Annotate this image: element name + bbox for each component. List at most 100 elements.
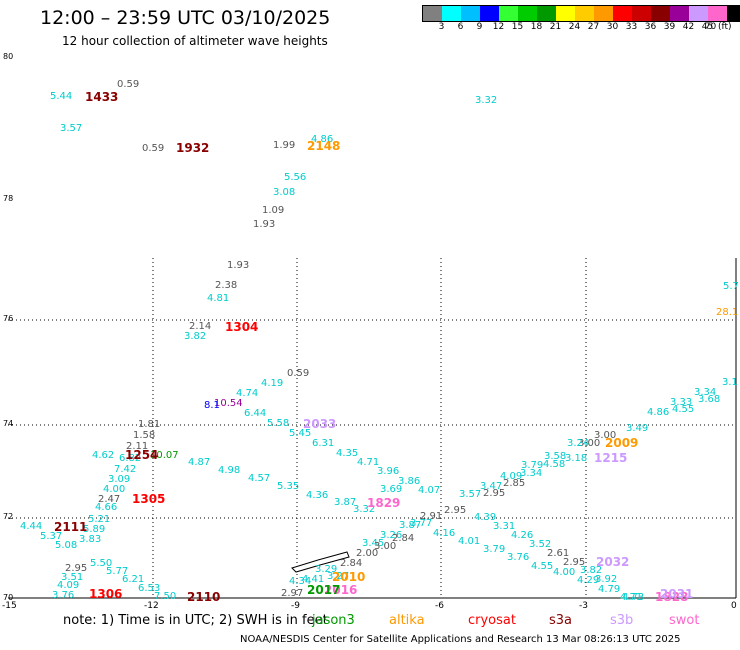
wave-height-label: 0.59 [287,368,310,379]
wave-height-label: 2.47 [98,494,121,505]
wave-height-label: 5.35 [277,481,300,492]
wave-height-label: 1.93 [227,260,250,271]
wave-height-label: 5.89 [83,524,106,535]
pass-time-label: 1304 [225,320,259,334]
wave-height-label: 6.44 [244,408,267,419]
wave-height-label: 10.54 [214,398,243,409]
wave-height-label: 2.95 [65,563,88,574]
wave-height-label: 1.99 [273,140,296,151]
swatch-10 [613,6,632,21]
swatch-13 [670,6,689,21]
pass-time-label: 1305 [132,492,166,506]
lat-label: 80 [3,52,14,61]
scale-label: 30 [606,22,619,32]
wave-height-label: 4.86 [311,134,334,145]
wave-height-label: 3.92 [595,574,618,585]
wave-height-label: 4.71 [620,592,643,603]
subtitle: 12 hour collection of altimeter wave hei… [62,34,328,48]
wave-height-label: 6.21 [122,574,145,585]
wave-height-label: 3.79 [483,544,506,555]
lon-label: -9 [291,601,300,611]
wave-height-label: 3.87 [334,497,357,508]
wave-height-label: 3.96 [377,466,400,477]
wave-height-label: 5.77 [106,566,129,577]
wave-height-label: 4.79 [598,584,621,595]
wave-height-label: 1.58 [133,430,156,441]
pass-time-label: 1215 [594,451,628,465]
wave-height-label: 3.82 [184,331,207,342]
wave-height-label: 5.08 [55,540,78,551]
wave-height-label: 3.34 [694,387,717,398]
legend-jason3: jason3 [312,613,355,628]
wave-height-label: 3.32 [353,504,376,515]
wave-height-label: 3.52 [529,539,552,550]
wave-height-label: 4.66 [95,502,118,513]
swatch-16 [727,6,740,21]
scale-label: 6 [457,22,464,32]
swatch-0 [423,6,442,21]
wave-height-label: 4.98 [218,465,241,476]
lon-label: -6 [435,601,444,611]
pass-time-label: 2017 [307,583,341,597]
swatch-11 [632,6,651,21]
footnote: note: 1) Time is in UTC; 2) SWH is in fe… [63,613,328,628]
wave-height-label: 3.83 [79,534,102,545]
lon-label: -15 [2,601,17,611]
lon-label: -12 [144,601,159,611]
wave-height-label: 4.58 [543,459,566,470]
wave-height-label: 8.1 [204,400,220,411]
pass-time-label: 1433 [85,90,119,104]
pass-time-label: 1932 [176,141,210,155]
wave-height-label: 2.11 [126,441,149,452]
wave-height-label: 3.1 [722,377,738,388]
swatch-8 [575,6,594,21]
wave-height-label: 4.36 [306,490,329,501]
wave-height-label: 4.16 [433,528,456,539]
wave-height-label: 6.31 [312,438,335,449]
scale-label: 36 [644,22,657,32]
wave-height-label: 4.55 [531,561,554,572]
lat-label: 76 [3,314,14,323]
wave-height-label: 3.00 [594,430,617,441]
wave-height-label: 2.38 [215,280,238,291]
legend-swot: swot [669,613,700,628]
page-title: 12:00 – 23:59 UTC 03/10/2025 [40,7,331,29]
swatch-7 [556,6,575,21]
wave-height-label: 3.26 [380,530,403,541]
legend-s3a: s3a [549,613,573,628]
pass-time-label: 2111 [54,520,88,534]
wave-height-label: 2.61 [547,548,570,559]
wave-height-label: 2.95 [563,557,586,568]
wave-height-label: 4.00 [553,567,576,578]
wave-height-label: 3.57 [459,489,482,500]
wave-height-label: 0.59 [117,79,140,90]
wave-height-label: 5.7 [723,281,739,292]
wave-height-label: 2.00 [356,548,379,559]
scale-label: 42 [682,22,695,32]
wave-height-label: 6.82 [119,453,142,464]
wave-height-label: 3.00 [578,438,601,449]
wave-height-label: 2.95 [444,505,467,516]
wave-height-label: 5.37 [40,531,63,542]
pass-time-label: 1829 [367,496,401,510]
wave-height-label: 3.69 [380,484,403,495]
wave-height-label: 4.09 [57,580,80,591]
wave-height-label: 3.76 [52,590,75,601]
credit-line: NOAA/NESDIS Center for Satellite Applica… [240,634,681,645]
wave-height-label: 5.50 [90,558,113,569]
wave-height-label: 4.41 [302,574,325,585]
pass-time-label: 2033 [303,417,337,431]
wave-height-label: 3.08 [273,187,296,198]
wave-height-label: 5.44 [50,91,73,102]
pass-time-label: 2016 [324,583,358,597]
lon-label: -3 [579,601,588,611]
swatch-12 [651,6,670,21]
swatch-5 [518,6,537,21]
wave-height-label: 3.51 [61,572,84,583]
swatch-1 [442,6,461,21]
scale-label: 21 [549,22,562,32]
wave-height-label: 3.77 [410,518,433,529]
legend-s3b: s3b [610,613,634,628]
scale-label: 18 [530,22,543,32]
